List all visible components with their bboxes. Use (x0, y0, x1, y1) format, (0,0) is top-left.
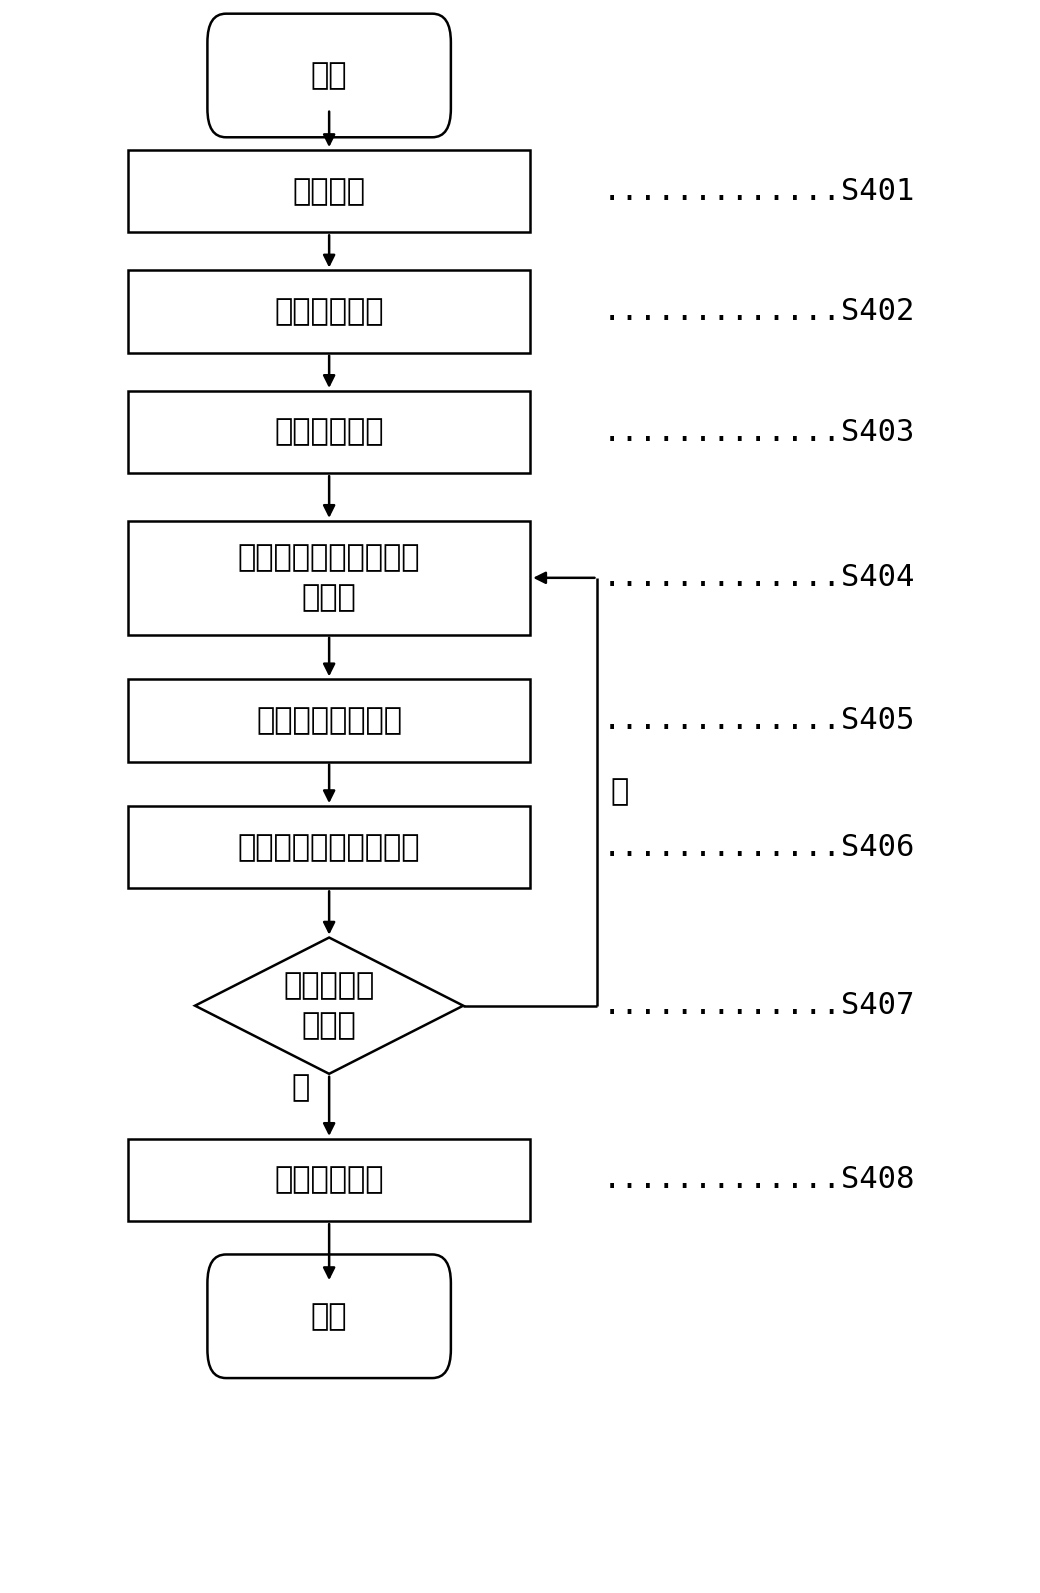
Bar (128, 150, 530, 233)
Bar (128, 390, 530, 473)
Text: .............S404: .............S404 (602, 564, 915, 593)
Bar (128, 521, 530, 636)
Text: .............S401: .............S401 (602, 177, 915, 205)
Text: 确定加工进给、转速参
数指令: 确定加工进给、转速参 数指令 (238, 543, 420, 613)
Text: 确定刀具指令: 确定刀具指令 (275, 296, 384, 327)
Text: 否: 否 (610, 777, 629, 806)
Text: .............S403: .............S403 (602, 417, 915, 446)
Bar (128, 271, 530, 352)
Text: 余量是否被
加工完: 余量是否被 加工完 (284, 970, 374, 1040)
Text: 是: 是 (291, 1072, 309, 1102)
Bar (128, 679, 530, 761)
FancyBboxPatch shape (207, 1254, 451, 1378)
Text: 确定起点坐标: 确定起点坐标 (275, 417, 384, 446)
Polygon shape (196, 938, 463, 1074)
Text: 结束: 结束 (311, 1301, 347, 1330)
Bar (128, 806, 530, 889)
Text: 确定刀具终点坐标: 确定刀具终点坐标 (256, 706, 402, 734)
Bar (128, 1139, 530, 1222)
Text: 停止加工指令: 停止加工指令 (275, 1166, 384, 1195)
FancyBboxPatch shape (207, 14, 451, 137)
Text: .............S402: .............S402 (602, 296, 915, 327)
Text: .............S406: .............S406 (602, 833, 915, 862)
Text: 开始: 开始 (311, 61, 347, 89)
Text: 快速回到起点坐标指令: 快速回到起点坐标指令 (238, 833, 420, 862)
Text: .............S405: .............S405 (602, 706, 915, 734)
Text: .............S407: .............S407 (602, 991, 915, 1020)
Text: .............S408: .............S408 (602, 1166, 915, 1195)
Text: 辅助指令: 辅助指令 (292, 177, 366, 205)
